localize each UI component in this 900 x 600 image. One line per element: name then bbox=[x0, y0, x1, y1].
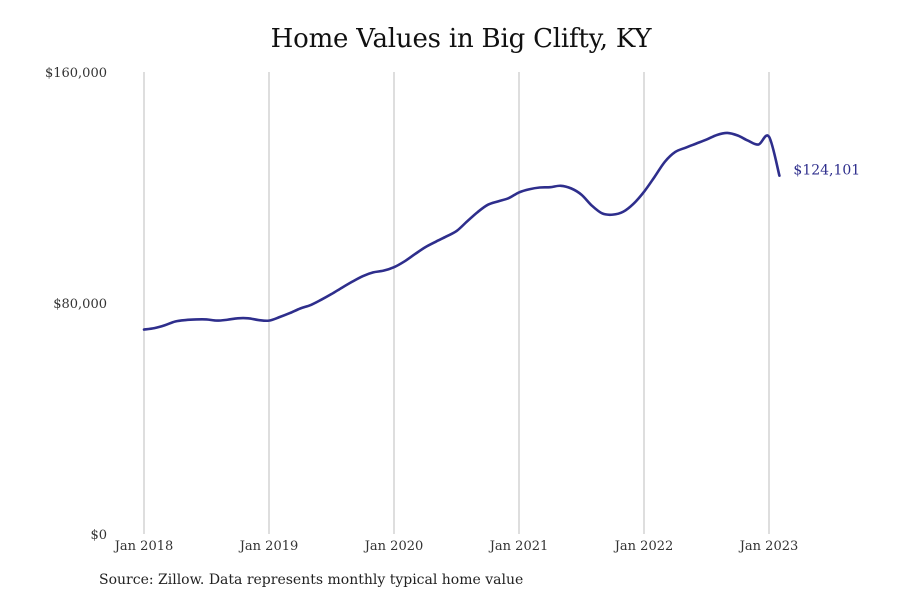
x-tick-label: Jan 2020 bbox=[363, 539, 424, 554]
chart-title: Home Values in Big Clifty, KY bbox=[270, 24, 652, 54]
y-axis-ticks: $0 $80,000 $160,000 bbox=[45, 66, 107, 543]
x-tick-label: Jan 2023 bbox=[738, 539, 799, 554]
x-tick-label: Jan 2021 bbox=[488, 539, 549, 554]
end-label-layer: $124,101 bbox=[793, 163, 860, 179]
y-tick-label: $80,000 bbox=[53, 297, 107, 312]
series-line bbox=[142, 131, 781, 331]
y-tick-label: $0 bbox=[90, 528, 107, 543]
x-tick-label: Jan 2022 bbox=[613, 539, 674, 554]
end-value-label: $124,101 bbox=[793, 163, 860, 179]
x-axis-ticks: Jan 2018 Jan 2019 Jan 2020 Jan 2021 Jan 2022… bbox=[113, 539, 799, 554]
gridlines bbox=[143, 72, 770, 534]
y-tick-label: $160,000 bbox=[45, 66, 107, 81]
x-tick-label: Jan 2018 bbox=[113, 539, 174, 554]
x-tick-label: Jan 2019 bbox=[238, 539, 299, 554]
series-layer bbox=[142, 131, 781, 331]
source-note: Source: Zillow. Data represents monthly … bbox=[99, 572, 524, 588]
